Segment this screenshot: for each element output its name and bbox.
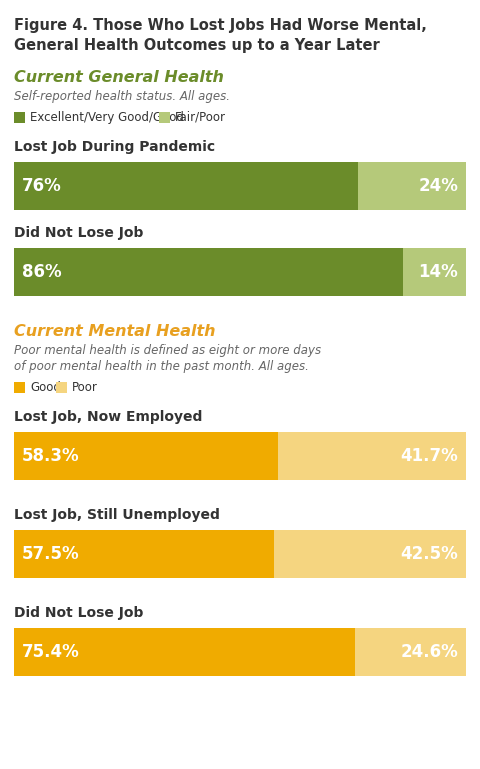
Text: 42.5%: 42.5% — [400, 545, 458, 563]
Bar — [14, 382, 25, 393]
Text: Did Not Lose Job: Did Not Lose Job — [14, 226, 144, 240]
Text: Poor: Poor — [72, 381, 98, 394]
Bar — [403, 248, 466, 296]
Bar — [159, 112, 170, 123]
Bar — [14, 628, 355, 676]
Text: 41.7%: 41.7% — [400, 447, 458, 465]
Text: 76%: 76% — [22, 177, 62, 195]
Bar — [14, 112, 25, 123]
Text: 86%: 86% — [22, 263, 61, 281]
Text: Did Not Lose Job: Did Not Lose Job — [14, 606, 144, 620]
Bar — [14, 530, 274, 578]
Text: Self-reported health status. All ages.: Self-reported health status. All ages. — [14, 90, 230, 103]
Text: Lost Job, Still Unemployed: Lost Job, Still Unemployed — [14, 508, 220, 522]
Text: Excellent/Very Good/Good: Excellent/Very Good/Good — [30, 111, 184, 124]
Bar — [14, 162, 358, 210]
Bar — [277, 432, 466, 480]
Text: of poor mental health in the past month. All ages.: of poor mental health in the past month.… — [14, 360, 309, 373]
Text: Figure 4. Those Who Lost Jobs Had Worse Mental,: Figure 4. Those Who Lost Jobs Had Worse … — [14, 18, 427, 33]
Bar — [14, 248, 403, 296]
Text: 75.4%: 75.4% — [22, 643, 80, 661]
Bar — [56, 382, 67, 393]
Text: Lost Job During Pandemic: Lost Job During Pandemic — [14, 140, 215, 154]
Bar — [358, 162, 466, 210]
Text: Current General Health: Current General Health — [14, 70, 224, 85]
Bar — [355, 628, 466, 676]
Text: Fair/Poor: Fair/Poor — [175, 111, 226, 124]
Text: Good: Good — [30, 381, 61, 394]
Text: Current Mental Health: Current Mental Health — [14, 324, 216, 339]
Text: 24%: 24% — [418, 177, 458, 195]
Text: Lost Job, Now Employed: Lost Job, Now Employed — [14, 410, 203, 424]
Bar — [14, 432, 277, 480]
Text: General Health Outcomes up to a Year Later: General Health Outcomes up to a Year Lat… — [14, 38, 380, 53]
Bar — [274, 530, 466, 578]
Text: 58.3%: 58.3% — [22, 447, 80, 465]
Text: 24.6%: 24.6% — [400, 643, 458, 661]
Text: 14%: 14% — [418, 263, 458, 281]
Text: Poor mental health is defined as eight or more days: Poor mental health is defined as eight o… — [14, 344, 321, 357]
Text: 57.5%: 57.5% — [22, 545, 80, 563]
